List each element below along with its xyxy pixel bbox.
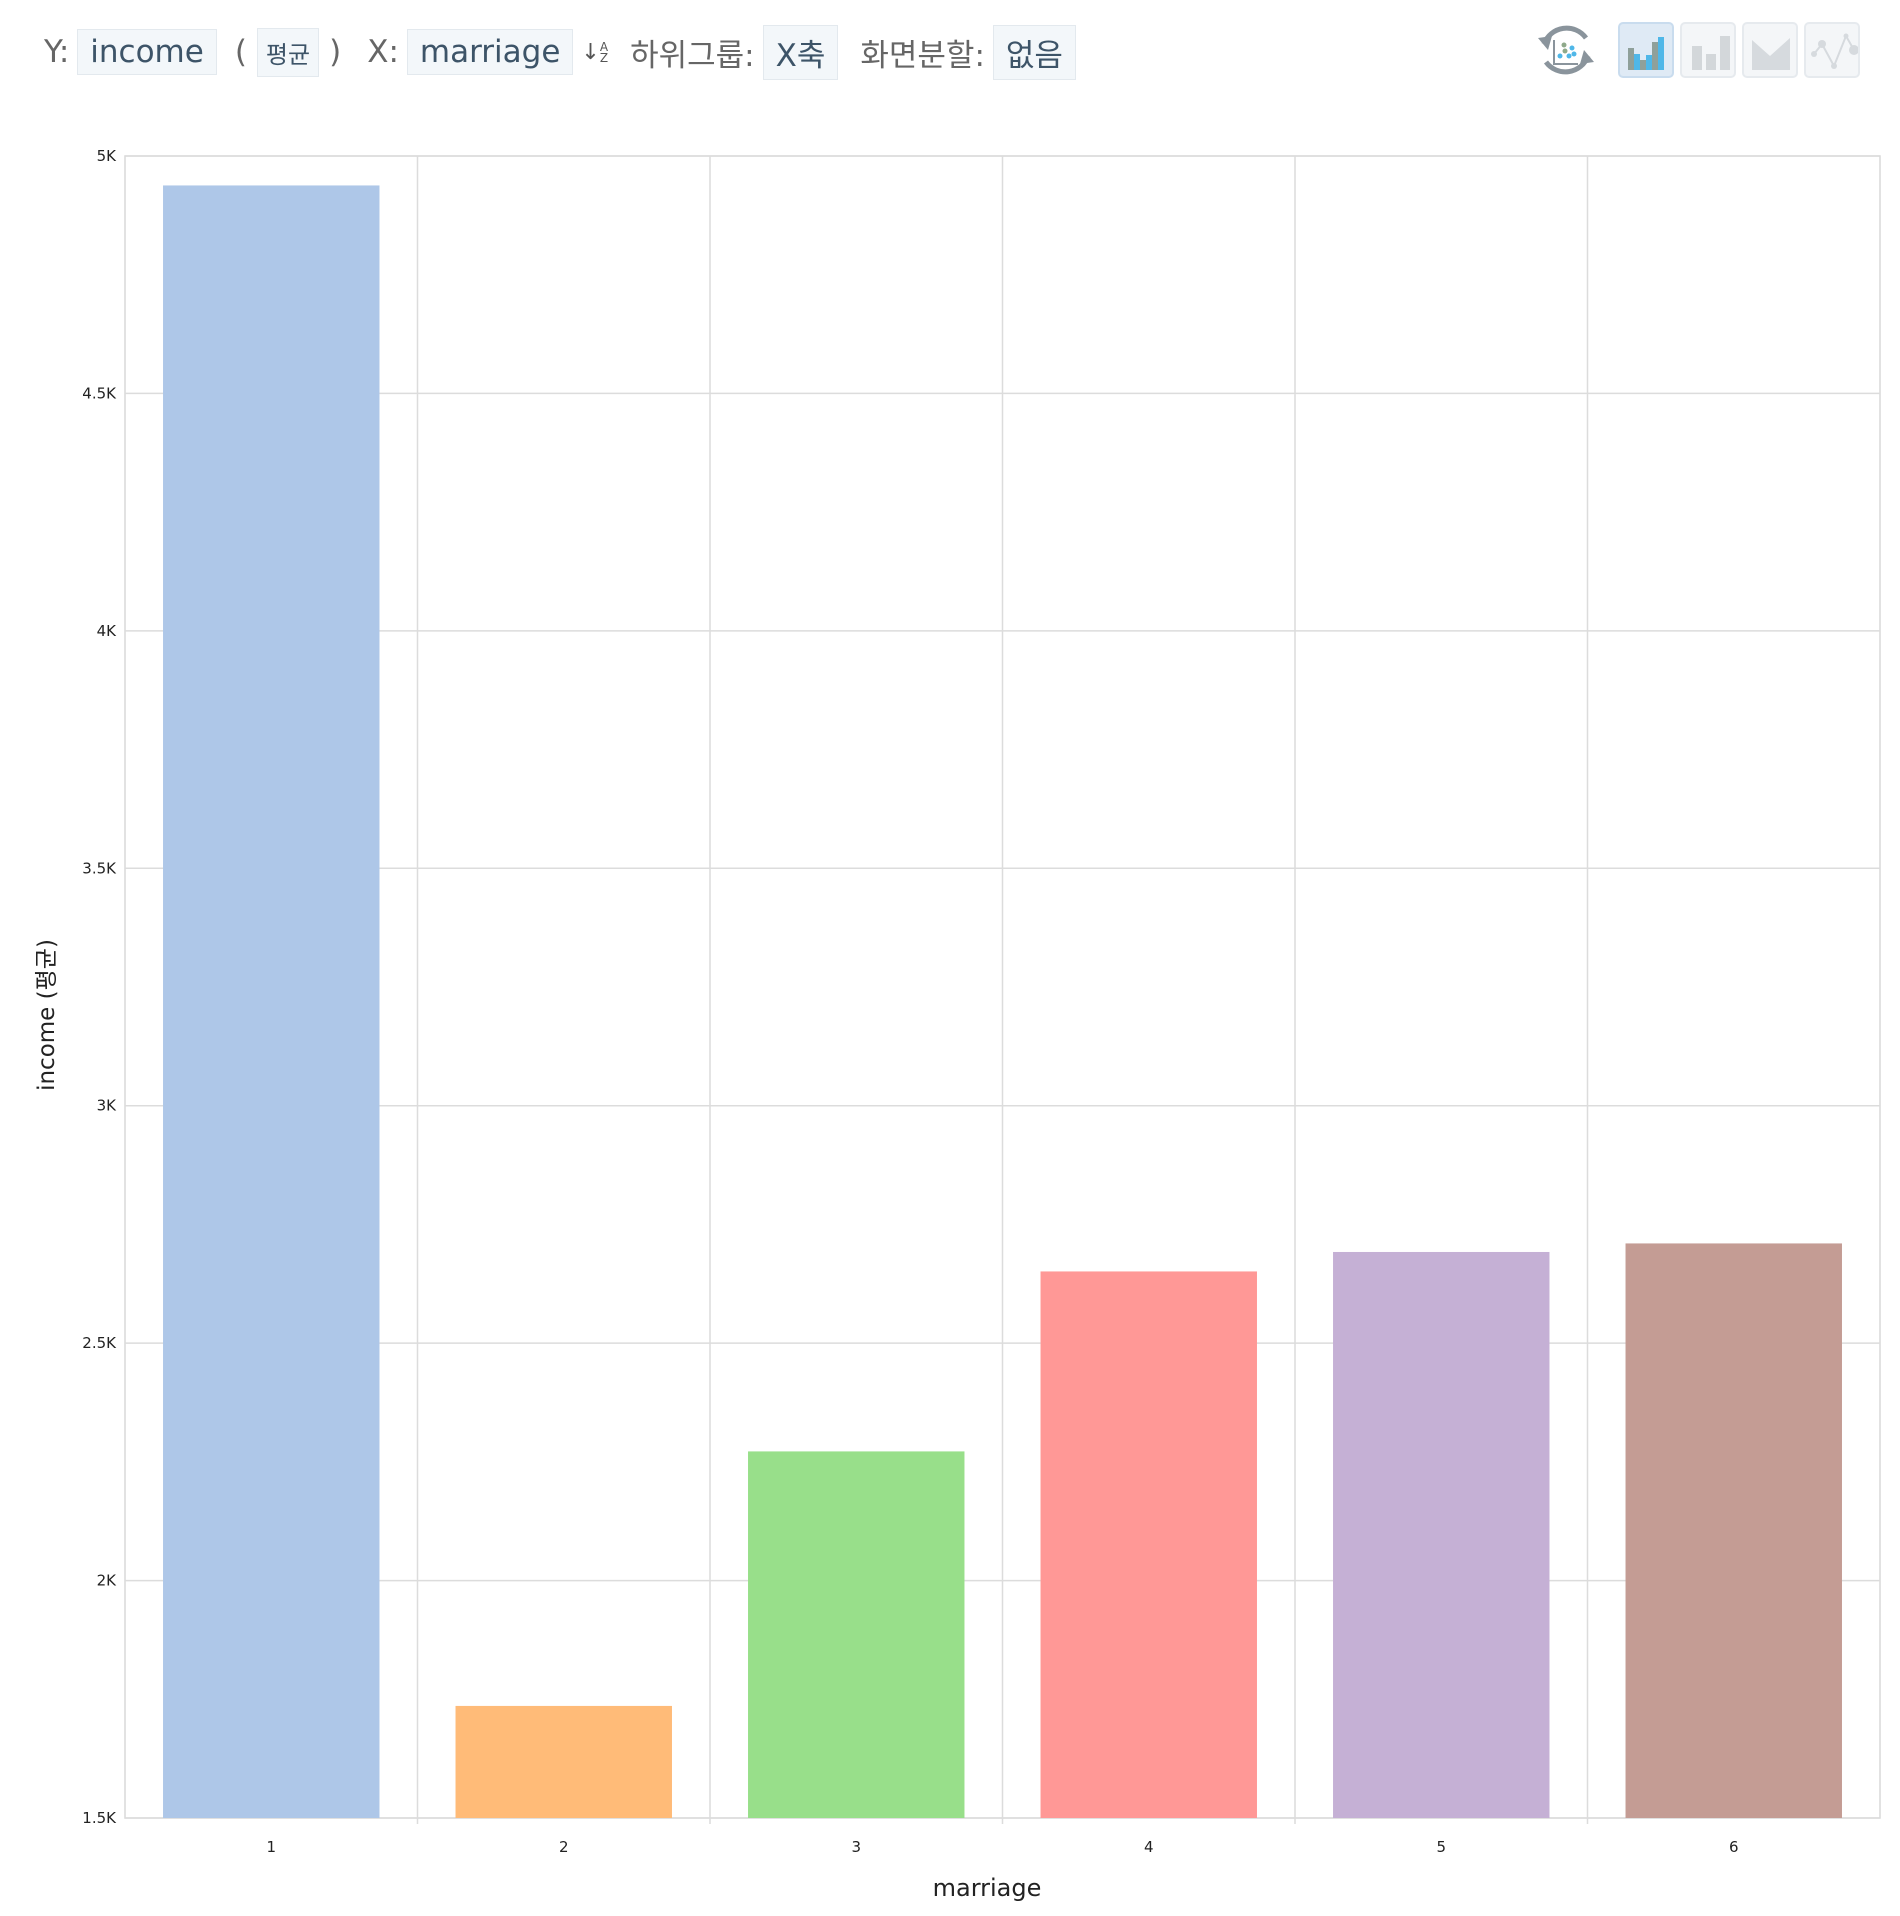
y-tick-label: 1.5K — [82, 1809, 117, 1827]
bar-3[interactable] — [748, 1451, 965, 1818]
aggregation-selector[interactable]: 평균 — [256, 27, 320, 77]
bar-1[interactable] — [163, 185, 380, 1818]
paren-close: ) — [329, 34, 342, 70]
x-field-selector[interactable]: marriage — [406, 29, 574, 75]
subgroup-selector[interactable]: X축 — [762, 24, 839, 80]
bar-5[interactable] — [1333, 1251, 1550, 1818]
bar-chart-icon — [1628, 37, 1664, 70]
split-label: 화면분할: — [860, 37, 985, 74]
y-tick-label: 2.5K — [82, 1334, 117, 1352]
x-tick-label: 6 — [1729, 1838, 1739, 1856]
x-tick-label: 1 — [266, 1838, 276, 1856]
area-chart-button[interactable] — [1742, 22, 1798, 78]
chart-config-toolbar: Y: income ( 평균 ) X: marriage ↓A Z 하위그룹: X… — [44, 24, 1090, 80]
area-chart-icon — [1752, 38, 1790, 70]
sort-az-icon[interactable]: ↓A Z — [581, 39, 609, 65]
y-tick-label: 4.5K — [82, 384, 117, 402]
subgroup-label: 하위그룹: — [630, 37, 755, 74]
bar-4[interactable] — [1040, 1271, 1257, 1818]
line-chart-icon — [1811, 33, 1859, 69]
y-tick-label: 4K — [97, 622, 118, 640]
y-tick-label: 3.5K — [82, 859, 117, 877]
refresh-scatter-icon[interactable] — [1534, 18, 1598, 82]
bar-chart-gray-button[interactable] — [1680, 22, 1736, 78]
chart-type-icons — [1534, 18, 1866, 82]
bar-chart-button[interactable] — [1618, 22, 1674, 78]
y-tick-label: 3K — [97, 1097, 118, 1115]
x-axis-title: marriage — [933, 1874, 1042, 1902]
x-axis-label: X: — [367, 34, 399, 70]
line-chart-button[interactable] — [1804, 22, 1860, 78]
y-axis-label: Y: — [44, 34, 70, 70]
y-axis-title: income (평균) — [34, 939, 60, 1091]
x-tick-label: 4 — [1144, 1838, 1154, 1856]
bar-6[interactable] — [1625, 1243, 1842, 1818]
x-tick-label: 2 — [559, 1838, 569, 1856]
y-tick-label: 5K — [97, 147, 118, 165]
split-selector[interactable]: 없음 — [992, 24, 1076, 80]
bar-2[interactable] — [455, 1705, 672, 1818]
paren-open: ( — [234, 34, 247, 70]
y-field-selector[interactable]: income — [77, 29, 217, 75]
x-tick-label: 3 — [851, 1838, 861, 1856]
y-tick-label: 2K — [97, 1572, 118, 1590]
bar-chart-gray-icon — [1692, 36, 1730, 70]
x-tick-label: 5 — [1436, 1838, 1446, 1856]
